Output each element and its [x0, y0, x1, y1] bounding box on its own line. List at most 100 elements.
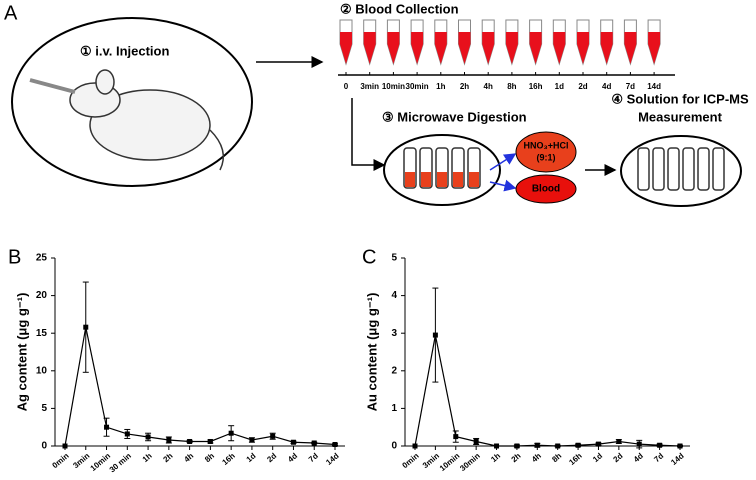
acid-label: (9:1)	[536, 152, 555, 162]
data-point	[104, 424, 110, 430]
blood-ellipse	[515, 174, 577, 204]
timepoint-label: 1d	[555, 82, 564, 91]
data-point	[187, 438, 193, 444]
data-point	[432, 332, 438, 338]
solution-circle	[620, 135, 742, 207]
x-tick-label: 4h	[182, 451, 195, 464]
data-point	[332, 441, 338, 447]
x-tick-label: 2d	[265, 451, 278, 464]
x-tick-label: 8h	[203, 451, 216, 464]
y-axis-label: Ag content (μg g⁻¹)	[14, 293, 29, 412]
blood-fill	[648, 32, 661, 64]
timepoint-label: 3min	[360, 82, 379, 91]
blood-fill	[411, 32, 424, 64]
acid-ellipse	[515, 131, 577, 173]
vial	[682, 147, 695, 191]
y-tick-label: 4	[391, 290, 397, 301]
vial	[697, 147, 710, 191]
vial	[667, 147, 680, 191]
x-tick-label: 1d	[245, 451, 258, 464]
blood-fill	[553, 32, 566, 64]
x-tick-label: 30min	[458, 451, 482, 473]
timepoint-label: 10min	[382, 82, 405, 91]
x-tick-label: 1h	[141, 451, 154, 464]
x-tick-label: 2h	[510, 451, 523, 464]
x-tick-label: 7d	[307, 451, 320, 464]
acid-label: HNO₃+HCl	[524, 140, 569, 150]
timepoint-label: 4d	[602, 82, 611, 91]
data-point	[636, 441, 642, 447]
data-point	[473, 438, 479, 444]
blood-fill	[458, 32, 471, 64]
blood-fill	[387, 32, 400, 64]
y-tick-label: 0	[41, 441, 47, 452]
blood-label: Blood	[532, 184, 560, 195]
vial	[652, 147, 665, 191]
mouse-icon	[29, 69, 225, 171]
vial-fill	[453, 172, 463, 187]
timepoint-label: 2d	[578, 82, 587, 91]
y-axis-label: Au content (μg g⁻¹)	[364, 293, 379, 412]
vial-fill	[405, 172, 415, 187]
y-tick-label: 1	[391, 403, 397, 414]
data-point	[270, 433, 276, 439]
y-tick-label: 3	[391, 328, 397, 339]
timepoint-label: 1h	[436, 82, 445, 91]
data-point	[207, 438, 213, 444]
digestion-circle	[383, 134, 501, 206]
x-tick-label: 4d	[632, 451, 645, 464]
timepoint-label: 4h	[484, 82, 493, 91]
blood-fill	[340, 32, 352, 64]
vial	[712, 147, 725, 191]
data-point	[124, 431, 130, 437]
timepoint-label: 14d	[647, 82, 661, 91]
step-label: ③ Microwave Digestion	[382, 109, 527, 124]
y-tick-label: 5	[41, 403, 47, 414]
vial-fill	[421, 172, 431, 187]
x-tick-label: 4d	[286, 451, 299, 464]
vial-fill	[437, 172, 447, 187]
x-tick-label: 16h	[220, 451, 236, 467]
x-tick-label: 2h	[162, 451, 175, 464]
blood-fill	[577, 32, 589, 64]
mouse-circle	[11, 17, 253, 187]
blood-fill	[624, 32, 637, 64]
y-tick-label: 2	[391, 365, 397, 376]
x-tick-label: 4h	[530, 451, 543, 464]
y-tick-label: 5	[391, 253, 397, 264]
timepoint-label: 0	[344, 82, 349, 91]
timepoint-label: 7d	[626, 82, 635, 91]
blood-fill	[600, 32, 613, 64]
x-tick-label: 8h	[550, 451, 563, 464]
x-tick-label: 14d	[324, 451, 340, 467]
panel-label: C	[362, 246, 376, 268]
data-line	[414, 334, 681, 447]
vials	[403, 147, 481, 189]
blood-fill	[482, 32, 495, 64]
data-point	[311, 440, 317, 446]
arrow	[351, 98, 386, 171]
data-point	[575, 442, 581, 448]
data-point	[677, 443, 683, 449]
tube-row: 0 3min 10min 30min 1h 2h 4h 8h 16h 1d 2d 4d 7d 14d	[339, 19, 661, 91]
timepoint-label: 30min	[406, 82, 429, 91]
data-point	[166, 437, 172, 443]
x-tick-label: 14d	[669, 451, 685, 467]
data-point	[228, 430, 234, 436]
vial	[637, 147, 650, 191]
y-tick-label: 15	[36, 328, 48, 339]
data-point	[290, 439, 296, 445]
data-point	[494, 443, 500, 449]
blood-fill	[529, 32, 542, 64]
panel-label: B	[8, 246, 21, 268]
y-tick-label: 25	[36, 253, 48, 264]
data-point	[83, 324, 89, 330]
timepoint-label: 16h	[529, 82, 543, 91]
x-tick-label: 10min	[438, 451, 462, 473]
step-label: ② Blood Collection	[340, 1, 459, 16]
step-label: Measurement	[638, 109, 722, 124]
x-tick-label: 30 min	[108, 451, 133, 474]
arrow	[489, 179, 517, 192]
data-point	[145, 434, 151, 440]
data-point	[534, 442, 540, 448]
